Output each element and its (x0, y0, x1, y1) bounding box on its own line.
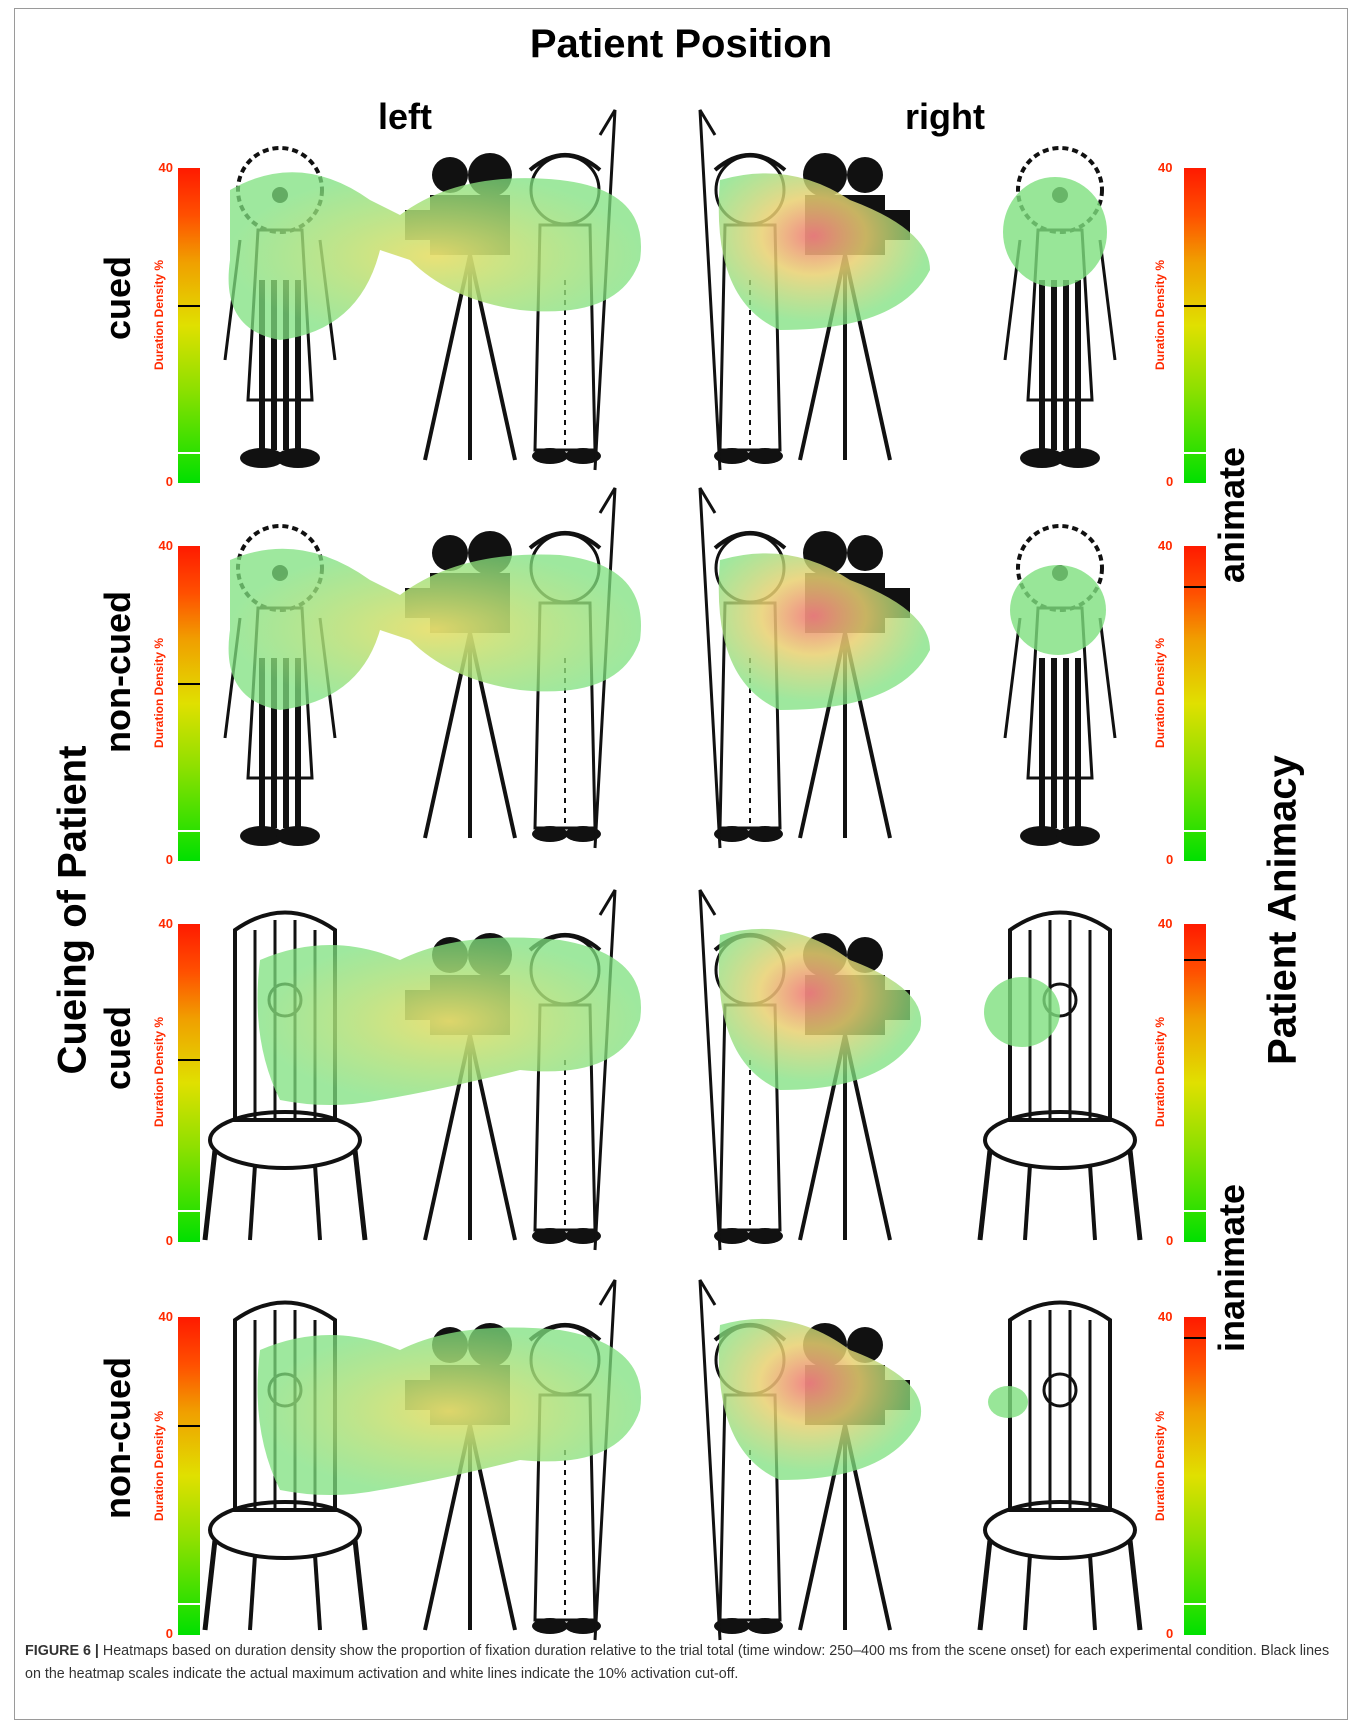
tick-max: 40 (158, 1309, 173, 1324)
colorbar-right-4 (1184, 1317, 1206, 1635)
panel-animate-cued-right (698, 108, 1115, 472)
colorbar-right-2 (1184, 546, 1206, 861)
tick-min: 0 (165, 1233, 173, 1248)
tick-max: 40 (1158, 1309, 1173, 1324)
tick-min: 0 (1166, 1233, 1174, 1248)
tick-max: 40 (158, 916, 173, 931)
colorbar-left-2 (178, 546, 200, 861)
tick-min: 0 (1166, 852, 1174, 867)
tick-min: 0 (165, 1626, 173, 1641)
column-label-right: right (905, 96, 985, 137)
figure-caption: FIGURE 6 | Heatmaps based on duration de… (25, 1640, 1335, 1686)
tick-max: 40 (158, 160, 173, 175)
colorbar-left-4 (178, 1317, 200, 1635)
panel-inanimate-noncued-right (698, 1278, 1140, 1642)
caption-text: Heatmaps based on duration density show … (25, 1643, 1330, 1682)
tick-max: 40 (1158, 160, 1173, 175)
tick-max: 40 (1158, 916, 1173, 931)
caption-label: FIGURE 6 | (25, 1643, 99, 1659)
panel-inanimate-noncued-left (205, 1278, 641, 1642)
column-label-left: left (378, 96, 432, 137)
colorbar-right-3 (1184, 924, 1206, 1242)
tick-min: 0 (1166, 1626, 1174, 1641)
panel-inanimate-cued-right (698, 888, 1140, 1252)
panel-animate-noncued-left (225, 486, 642, 850)
figure-title: Patient Position (529, 22, 833, 66)
colorbar-right-1 (1184, 168, 1206, 483)
tick-min: 0 (165, 852, 173, 867)
panel-animate-noncued-right (698, 486, 1115, 850)
tick-max: 40 (158, 538, 173, 553)
colorbar-left-1 (178, 168, 200, 483)
panel-animate-cued-left (225, 108, 642, 472)
panel-inanimate-cued-left (205, 888, 641, 1252)
tick-min: 0 (165, 474, 173, 489)
tick-max: 40 (1158, 538, 1173, 553)
colorbar-left-3 (178, 924, 200, 1242)
tick-min: 0 (1166, 474, 1174, 489)
figure-frame (14, 8, 1348, 1720)
